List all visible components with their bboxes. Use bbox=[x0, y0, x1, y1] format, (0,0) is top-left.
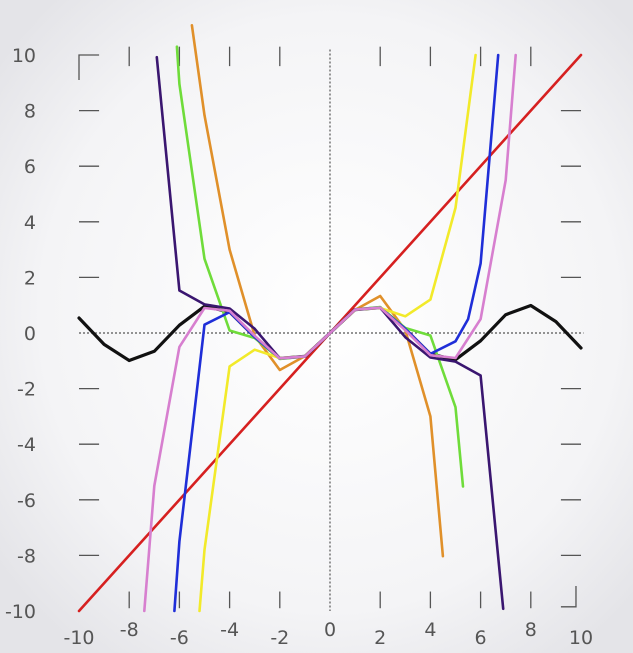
y-tick-label: 0 bbox=[24, 323, 36, 345]
x-tick-label: 10 bbox=[569, 627, 593, 649]
x-tick-label: 4 bbox=[424, 619, 436, 641]
curves bbox=[77, 24, 583, 613]
y-tick-label: -8 bbox=[17, 545, 36, 567]
frame-corner-top-left bbox=[78, 54, 100, 81]
y-tick-label: -6 bbox=[17, 490, 36, 512]
y-tick-label: 2 bbox=[24, 267, 36, 289]
x-tick-label: 8 bbox=[525, 619, 537, 641]
series-line-8 bbox=[143, 53, 517, 613]
frame-corner-bottom-right bbox=[560, 585, 577, 608]
y-tick-label: 6 bbox=[24, 156, 36, 178]
y-tick-label: -10 bbox=[5, 601, 36, 623]
y-tick-label: 10 bbox=[12, 45, 36, 67]
x-tick-label: 6 bbox=[475, 627, 487, 649]
x-tick-label: -2 bbox=[270, 627, 289, 649]
y-tick-label: 8 bbox=[24, 101, 36, 123]
y-tick-label: -2 bbox=[17, 379, 36, 401]
x-tick-label: -10 bbox=[63, 627, 94, 649]
x-tick-label: -8 bbox=[120, 619, 139, 641]
tick-labels: -10 -8 -6 -4 -2 0 2 4 6 8 10 10 8 6 4 2 0 -2 -4 -6 -8 -10 bbox=[5, 45, 593, 649]
x-tick-label: 0 bbox=[324, 619, 336, 641]
x-tick-label: 2 bbox=[374, 627, 386, 649]
y-tick-label: 4 bbox=[24, 212, 36, 234]
frame-ticks bbox=[78, 46, 581, 609]
x-tick-label: -6 bbox=[170, 627, 189, 649]
y-tick-label: -4 bbox=[17, 434, 36, 456]
x-tick-label: -4 bbox=[220, 619, 239, 641]
